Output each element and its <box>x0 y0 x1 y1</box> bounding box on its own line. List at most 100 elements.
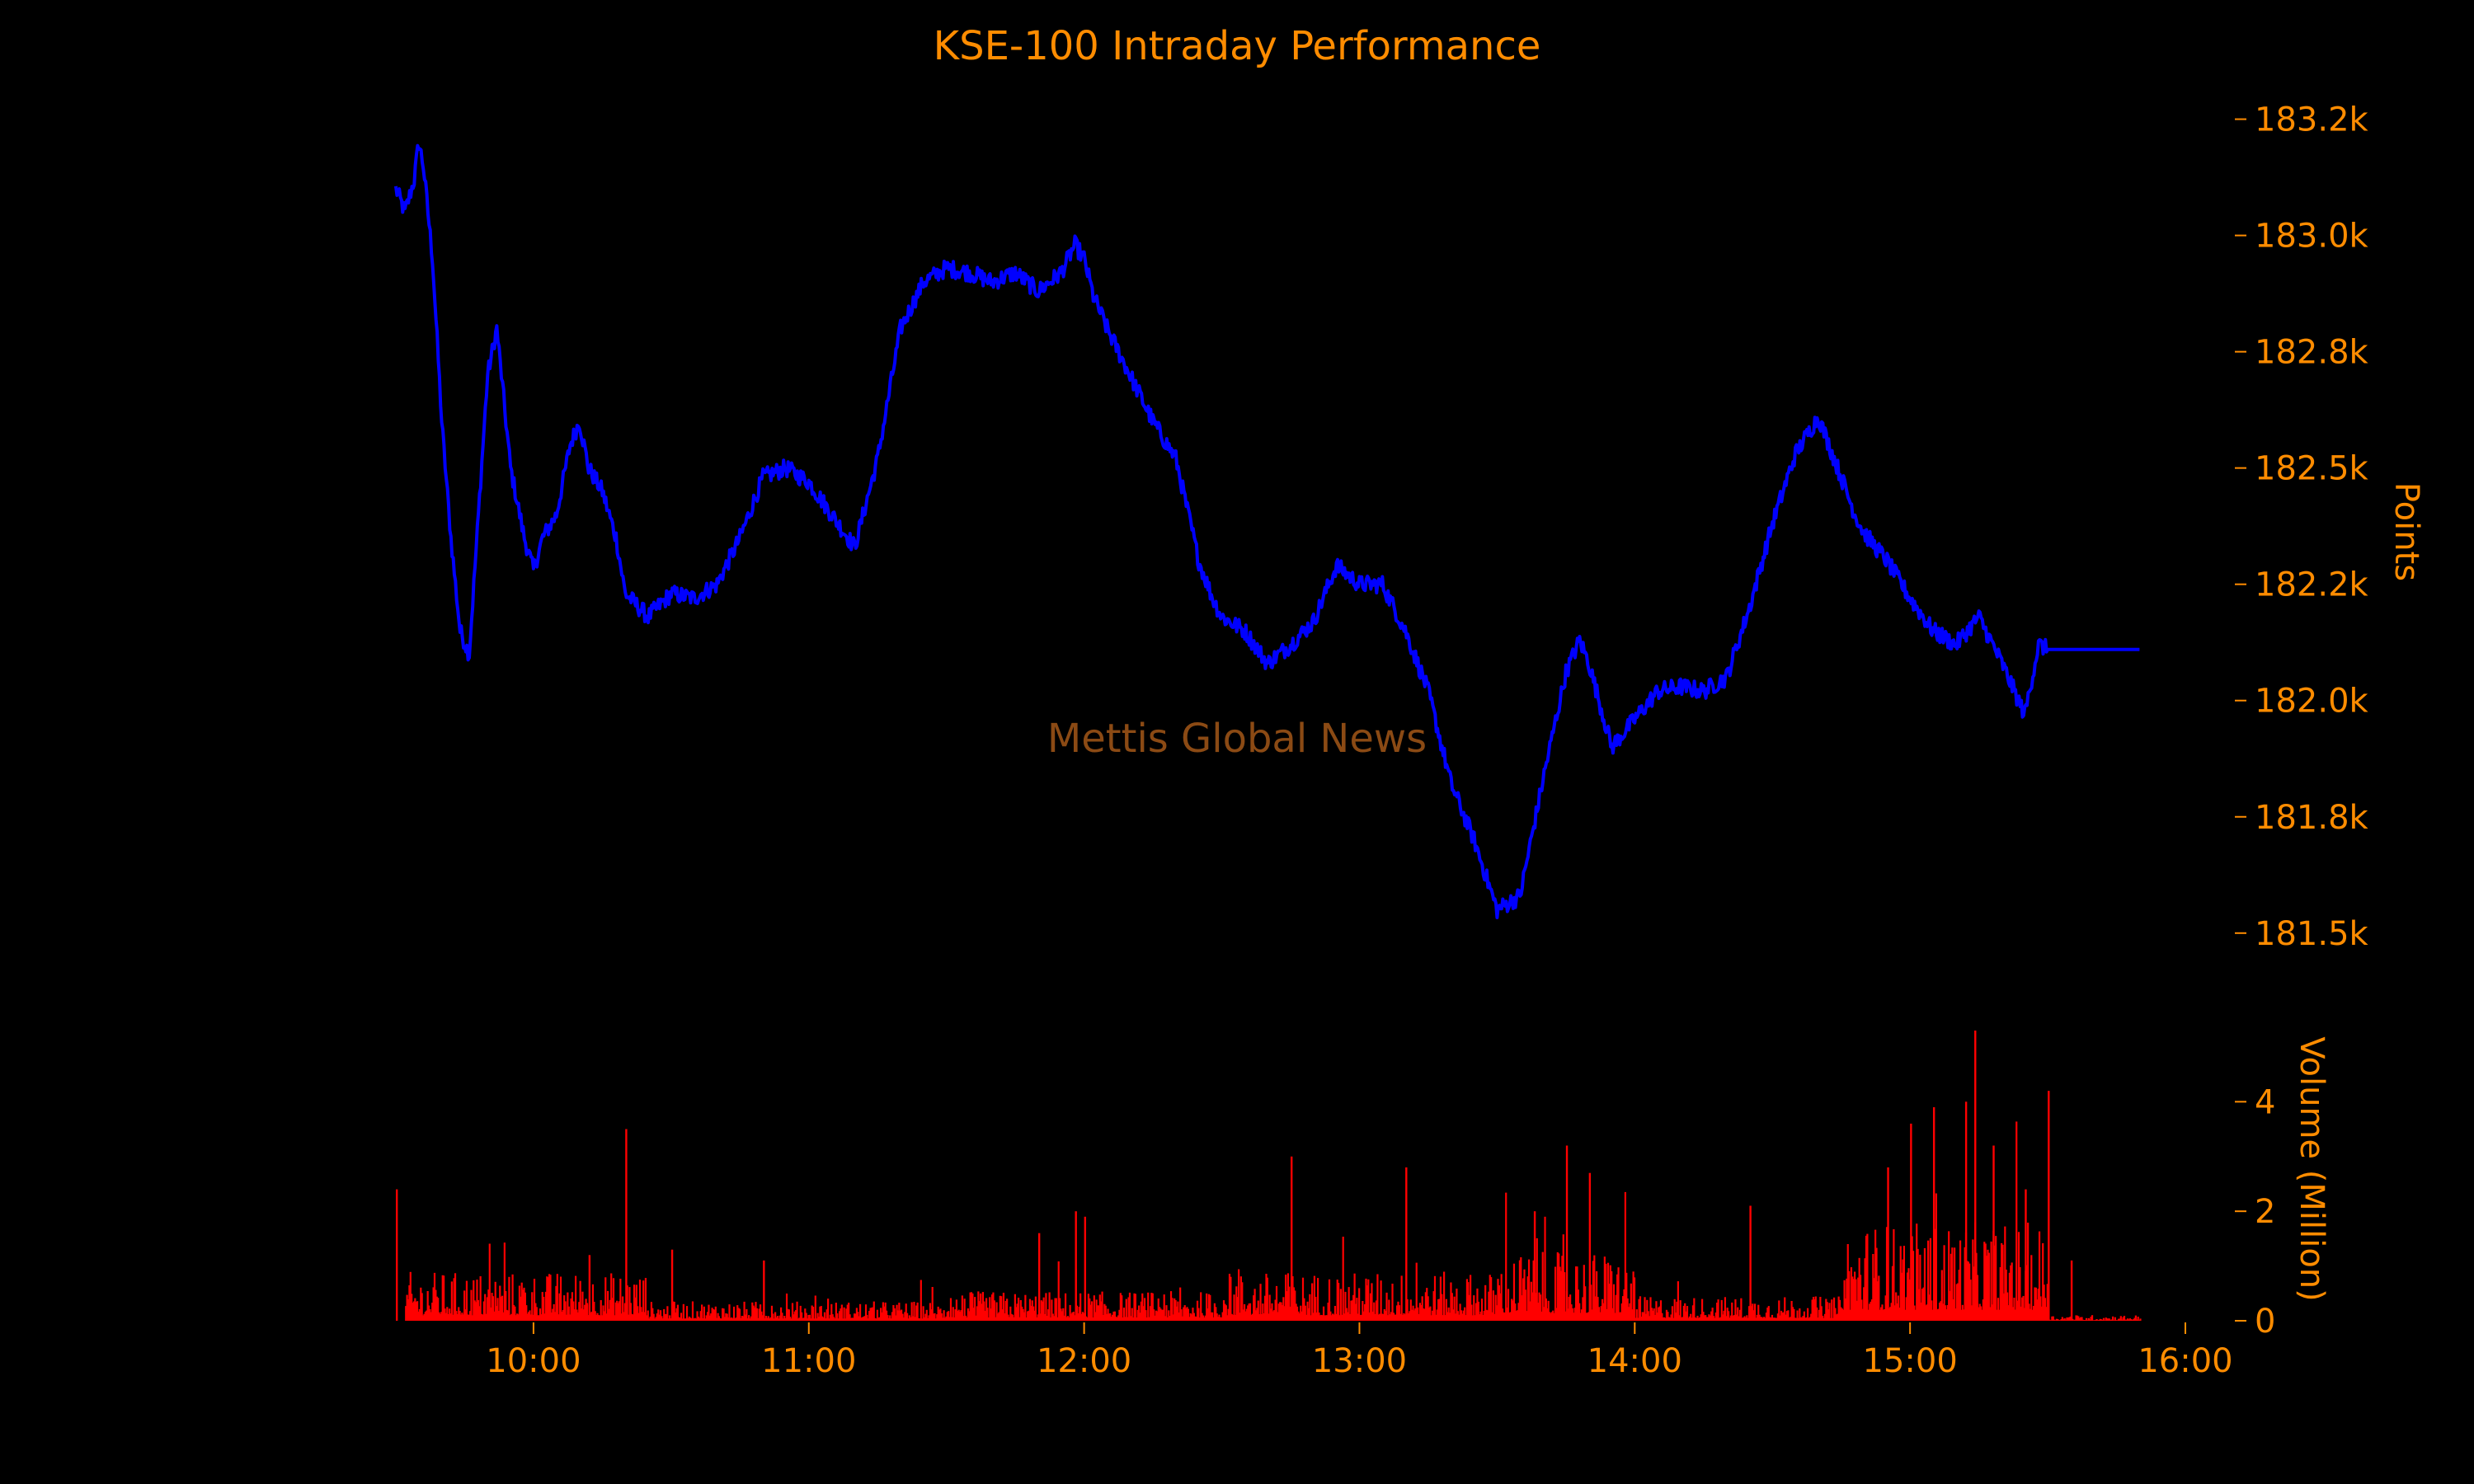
volume-bar-572 <box>1061 1311 1063 1321</box>
volume-bar-213 <box>649 1317 651 1321</box>
volume-bar-421 <box>887 1317 890 1321</box>
volume-bar-263 <box>706 1312 709 1321</box>
volume-bar-1353 <box>1957 1283 1959 1321</box>
volume-bar-1300 <box>1896 1303 1898 1321</box>
volume-bar-620 <box>1116 1317 1118 1321</box>
volume-bar-10 <box>416 1301 419 1321</box>
volume-bar-459 <box>931 1287 934 1321</box>
volume-bar-224 <box>661 1318 664 1321</box>
volume-bar-233 <box>672 1301 675 1321</box>
volume-bar-5 <box>411 1294 413 1321</box>
volume-bar-738 <box>1251 1313 1253 1321</box>
volume-bar-249 <box>690 1318 693 1321</box>
volume-bar-207 <box>642 1280 645 1321</box>
volume-bar-1244 <box>1832 1317 1834 1321</box>
volume-bar-670 <box>1174 1298 1176 1321</box>
volume-bar-16 <box>423 1313 426 1321</box>
volume-bar-669 <box>1172 1314 1174 1321</box>
volume-bar-109 <box>529 1314 532 1321</box>
volume-bar-365 <box>823 1312 826 1321</box>
volume-bar-1214 <box>1797 1317 1800 1321</box>
volume-bar-630 <box>1127 1297 1130 1321</box>
volume-bar-607 <box>1101 1291 1103 1321</box>
volume-bar-964 <box>1511 1298 1513 1321</box>
volume-bar-1282 <box>1875 1247 1878 1321</box>
volume-bar-1422 <box>2036 1299 2039 1321</box>
volume-spike-15 <box>1910 1123 1912 1321</box>
volume-bar-514 <box>995 1317 997 1321</box>
volume-bar-729 <box>1241 1282 1244 1321</box>
volume-bar-687 <box>1192 1313 1195 1321</box>
volume-bar-905 <box>1443 1271 1446 1321</box>
volume-bar-1480 <box>2102 1317 2105 1321</box>
volume-bar-270 <box>714 1306 717 1321</box>
volume-bar-474 <box>948 1317 951 1321</box>
volume-bar-588 <box>1079 1293 1082 1321</box>
volume-bar-632 <box>1130 1316 1132 1321</box>
volume-bar-1423 <box>2037 1289 2039 1321</box>
volume-bar-1442 <box>2058 1320 2062 1321</box>
volume-bar-281 <box>727 1317 730 1321</box>
volume-bar-353 <box>810 1318 812 1321</box>
volume-bar-47 <box>459 1311 461 1321</box>
volume-bar-1139 <box>1711 1308 1714 1321</box>
volume-bar-731 <box>1243 1304 1246 1321</box>
time-tick-label-3: 13:00 <box>1312 1342 1407 1380</box>
volume-bar-668 <box>1171 1298 1174 1321</box>
volume-bar-246 <box>687 1318 689 1321</box>
volume-bar-1486 <box>2109 1319 2112 1321</box>
volume-bar-1463 <box>2083 1320 2086 1321</box>
volume-bar-971 <box>1518 1260 1522 1321</box>
volume-bar-1303 <box>1899 1246 1902 1321</box>
volume-bar-1371 <box>1978 1307 1980 1321</box>
volume-bar-1084 <box>1649 1316 1651 1321</box>
volume-bar-648 <box>1148 1317 1150 1321</box>
volume-bar-1246 <box>1834 1308 1837 1321</box>
volume-bar-838 <box>1366 1285 1369 1321</box>
volume-bar-1073 <box>1635 1309 1638 1321</box>
volume-bar-1402 <box>2013 1298 2015 1321</box>
volume-bar-225 <box>663 1308 666 1321</box>
volume-bar-61 <box>474 1302 477 1321</box>
volume-bar-1443 <box>2060 1319 2062 1321</box>
volume-bar-1129 <box>1700 1314 1702 1321</box>
volume-bar-660 <box>1162 1309 1164 1321</box>
volume-bar-434 <box>902 1317 905 1321</box>
volume-bar-891 <box>1427 1296 1429 1321</box>
volume-bar-1019 <box>1573 1308 1576 1321</box>
volume-bar-972 <box>1520 1257 1522 1321</box>
volume-bar-543 <box>1028 1310 1030 1321</box>
volume-spike-14 <box>1887 1167 1889 1321</box>
volume-bar-178 <box>609 1299 611 1321</box>
volume-spike-16 <box>1932 1107 1935 1321</box>
volume-bar-699 <box>1206 1308 1209 1321</box>
volume-bar-48 <box>459 1314 463 1321</box>
volume-bar-1512 <box>2139 1318 2142 1321</box>
volume-bar-944 <box>1488 1291 1490 1321</box>
volume-bar-774 <box>1292 1287 1295 1321</box>
volume-bar-1081 <box>1644 1313 1648 1321</box>
volume-bar-637 <box>1136 1317 1138 1321</box>
volume-bar-550 <box>1036 1317 1038 1321</box>
volume-bar-42 <box>453 1278 455 1321</box>
volume-bar-1269 <box>1860 1299 1863 1321</box>
volume-bar-706 <box>1215 1307 1217 1321</box>
volume-bar-51 <box>463 1290 466 1321</box>
volume-bar-1102 <box>1669 1317 1672 1321</box>
volume-bar-259 <box>702 1318 704 1321</box>
volume-bar-258 <box>701 1304 703 1321</box>
volume-bar-1208 <box>1790 1301 1793 1321</box>
volume-bar-850 <box>1380 1280 1382 1321</box>
volume-bar-241 <box>681 1318 684 1321</box>
volume-bar-325 <box>778 1318 780 1321</box>
volume-bar-1079 <box>1643 1312 1645 1321</box>
volume-bar-383 <box>844 1318 847 1321</box>
volume-bar-1315 <box>1913 1305 1916 1321</box>
volume-bar-1130 <box>1700 1298 1704 1321</box>
volume-bar-363 <box>821 1316 824 1321</box>
volume-bar-55 <box>468 1314 470 1321</box>
volume-bar-1134 <box>1705 1317 1708 1321</box>
volume-bar-278 <box>723 1317 727 1321</box>
volume-bar-1068 <box>1630 1283 1632 1321</box>
volume-bar-530 <box>1013 1317 1015 1321</box>
